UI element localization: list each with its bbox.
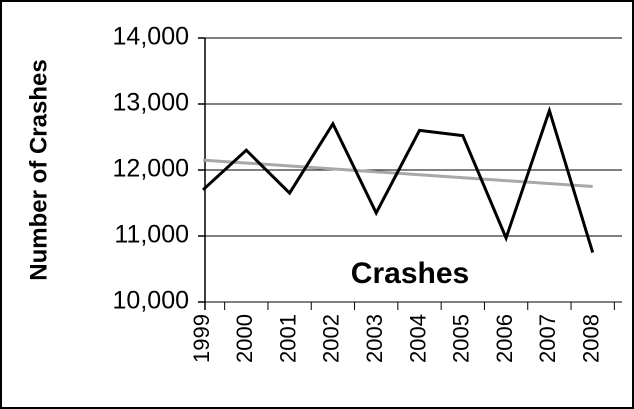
x-tick-label: 2002	[319, 314, 344, 363]
x-tick-label: 2004	[405, 314, 430, 363]
y-tick-label: 14,000	[113, 23, 189, 51]
y-tick-label: 11,000	[114, 221, 189, 249]
x-tick-label: 2001	[275, 314, 300, 363]
x-tick-label: 2006	[492, 314, 517, 363]
x-tick-label: 2003	[362, 314, 387, 363]
x-tick-label: 2000	[232, 314, 257, 363]
y-tick-label: 12,000	[113, 155, 189, 183]
data-line	[201, 105, 595, 253]
y-axis-label: Number of Crashes	[25, 59, 52, 280]
x-tick-label: 1999	[189, 314, 214, 363]
annotation: Crashes	[351, 257, 469, 290]
x-tick-label: 2008	[579, 314, 604, 363]
y-tick-label: 10,000	[113, 287, 189, 315]
y-tick-label: 13,000	[113, 89, 189, 117]
x-tick-label: 2005	[449, 314, 474, 363]
x-tick-label: 2007	[535, 314, 560, 363]
